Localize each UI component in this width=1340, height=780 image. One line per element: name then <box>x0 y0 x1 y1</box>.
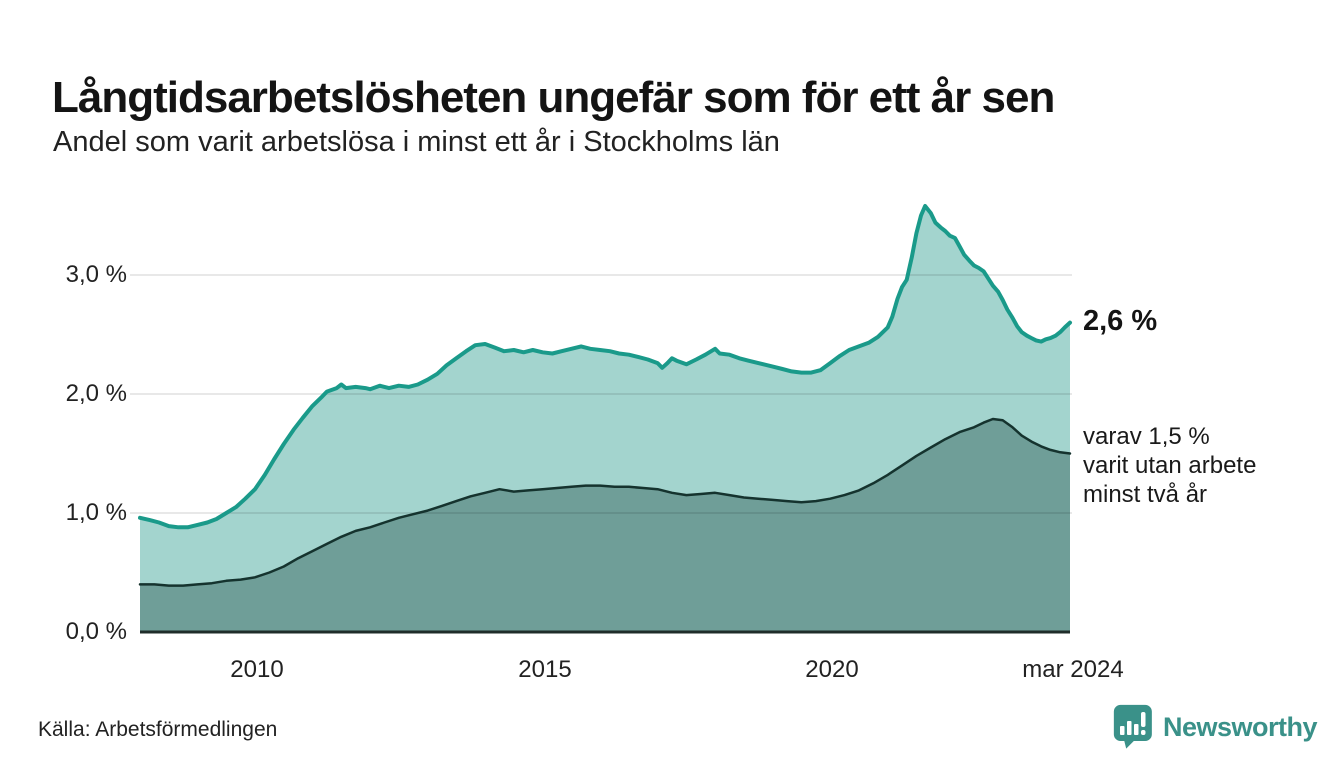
secondary-series-annotation: varav 1,5 % varit utan arbete minst två … <box>1083 422 1256 509</box>
latest-value-label: 2,6 % <box>1083 305 1158 337</box>
secondary-annotation-line2: varit utan arbete <box>1083 452 1257 479</box>
y-axis-tick-3: 3,0 % <box>65 261 127 288</box>
x-axis-tick-mar-2024: mar 2024 <box>1022 656 1124 683</box>
x-axis-tick-2020: 2020 <box>805 656 859 683</box>
y-axis-tick-1: 1,0 % <box>65 499 127 526</box>
newsworthy-logo[interactable]: Newsworthy <box>1110 703 1318 751</box>
x-axis-tick-2010: 2010 <box>230 656 284 683</box>
secondary-annotation-line1: varav 1,5 % <box>1083 423 1210 450</box>
newsworthy-logo-icon <box>1110 703 1154 751</box>
source-attribution: Källa: Arbetsförmedlingen <box>38 718 278 741</box>
newsworthy-wordmark: Newsworthy <box>1163 711 1318 742</box>
y-axis-tick-2: 2,0 % <box>65 380 127 407</box>
y-axis-tick-0: 0,0 % <box>65 618 127 645</box>
secondary-annotation-line3: minst två år <box>1083 481 1208 508</box>
page-subtitle: Andel som varit arbetslösa i minst ett å… <box>53 126 780 158</box>
page-title: Långtidsarbetslösheten ungefär som för e… <box>52 73 1055 123</box>
x-axis-tick-2015: 2015 <box>518 656 572 683</box>
